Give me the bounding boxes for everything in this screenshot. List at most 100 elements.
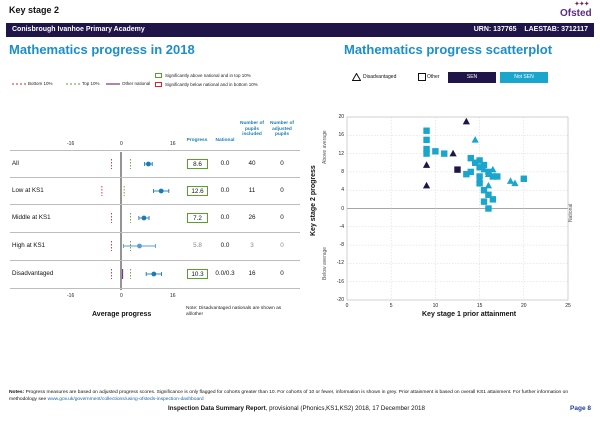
legend-top10: Top 10% [82,81,100,86]
triangle-legend-icon [352,73,361,81]
ofsted-logo: ✦✦✦ Ofsted [560,1,592,19]
progress-value: 7.2 [187,213,208,223]
disadvantaged-point [506,177,515,184]
col-national: National [215,138,235,143]
national-value: 0.0/0.3 [215,270,235,277]
adjusted-value: 0 [280,270,284,277]
adjusted-value: 0 [280,214,284,221]
progress-point [141,215,147,221]
axis-zero-bottom: 0 [120,293,123,299]
other-point [489,196,497,203]
row-separator [10,232,300,233]
scatter-y-title: Key stage 2 progress [310,165,317,236]
plot-border [346,116,569,301]
x-tick-label: 5 [389,303,393,309]
below-average-label: Below average [322,246,328,280]
other-point [476,164,483,171]
col-progress: Progress [186,138,208,143]
square-legend-icon [418,73,426,81]
progress-point [151,271,157,277]
legend-sig-above: Significantly above national and in top … [165,73,251,78]
disadvantaged-point [449,149,457,157]
sig-above-swatch [155,73,162,78]
y-tick-label: -4 [339,223,344,230]
row-separator [10,150,300,151]
adjusted-value: 0 [280,187,284,194]
progress-point [158,188,164,194]
progress-value: 10.3 [187,269,208,279]
legend-other-national: Other national [122,81,151,86]
col-pupils: Number of pupils included [240,121,264,138]
other-point [480,187,488,194]
pupils-value: 40 [248,160,256,167]
disadvantaged-point [471,136,479,143]
y-tick-label: 0 [341,205,344,212]
y-tick-label: 12 [338,150,344,157]
urn: URN: 137765 [473,26,517,33]
adjusted-value: 0 [280,242,284,249]
methodology-link[interactable]: www.gov.uk/government/collections/using-… [47,396,204,402]
y-tick-label: 16 [338,132,344,139]
other-point [480,198,488,205]
other-point [467,168,474,176]
row-separator [10,260,300,261]
y-tick-label: -12 [336,260,344,267]
school-banner: Conisbrough Ivanhoe Primary Academy URN:… [6,23,594,37]
row-label: Middle at KS1 [12,214,51,221]
national-value: 0.0 [220,187,230,194]
logo-wordmark: Ofsted [560,8,592,19]
scatter-x-title: Key stage 1 prior attainment [422,311,517,318]
legend-not-sen: Not SEN [500,72,548,83]
other-point [485,205,492,212]
other-point [467,154,474,162]
other-point [441,150,448,157]
above-average-label: Above average [322,130,328,164]
pupils-value: 3 [250,242,254,249]
report-footer: Inspection Data Summary Report, provisio… [168,405,425,412]
other-point [423,150,430,157]
y-tick-label: 8 [341,168,344,175]
x-tick-label: 10 [432,303,439,309]
disadvantaged-point [511,179,519,187]
scatterplot-title: Mathematics progress scatterplot [344,42,553,57]
y-tick-label: -20 [336,297,344,303]
other-point [423,127,430,134]
other-point [476,157,483,164]
axis-zero-top: 0 [120,141,123,147]
progress-value: 8.6 [187,159,208,169]
logo-stars-icon: ✦✦✦ [574,1,590,8]
progress-value: 5.8 [193,242,202,249]
other-point [454,166,461,173]
report-section-title: Key stage 2 [9,5,60,15]
disadvantaged-point [462,117,470,125]
other-point [432,148,439,155]
other-point [476,173,483,180]
national-value: 0.0 [220,160,230,167]
other-point [480,161,488,169]
progress-value: 12.6 [187,186,208,196]
row-separator [10,204,300,205]
report-details: , provisional (Phonics,KS1,KS2) 2018, 17… [265,405,425,412]
national-value: 0.0 [220,242,230,249]
disadvantaged-point [422,161,431,168]
row-separator [10,288,300,289]
y-tick-label: 20 [338,114,344,120]
disadvantaged-point [484,181,493,189]
legend-sig-below: Significantly below national and in bott… [165,82,258,87]
other-national-swatch [106,83,120,85]
row-label: All [12,160,19,167]
axis-min-top: -16 [67,141,75,147]
notes-label: Notes: [9,390,25,395]
other-point [423,145,430,153]
row-label: Low at KS1 [12,187,44,194]
laestab: LAESTAB: 3712117 [524,26,588,33]
sig-below-swatch [155,82,162,87]
progress-point [137,243,142,249]
row-separator [10,177,300,178]
x-tick-label: 15 [476,303,483,309]
disadvantaged-note: Note: Disadvantaged nationals are shown … [186,306,282,317]
other-point [471,159,479,166]
col-adjusted: Number of adjusted pupils [270,121,294,138]
